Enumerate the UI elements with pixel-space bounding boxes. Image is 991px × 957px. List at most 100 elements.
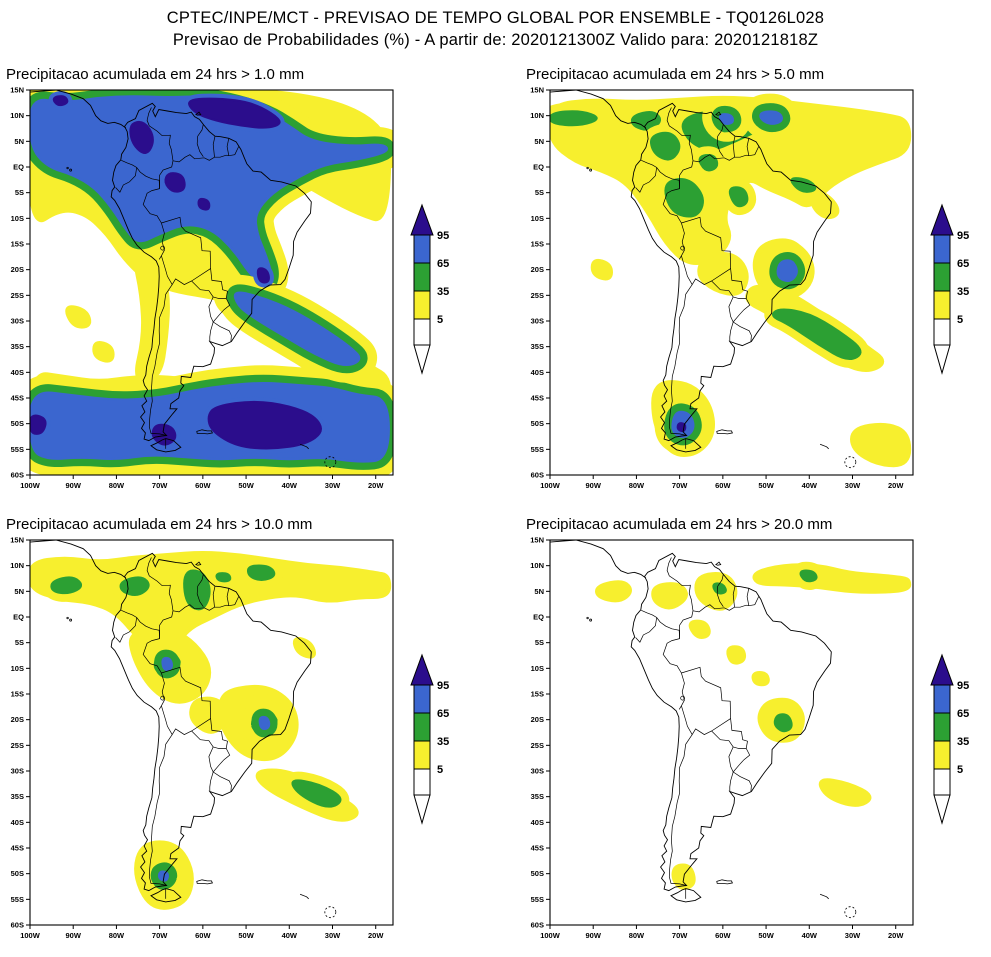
svg-text:15N: 15N — [530, 535, 544, 544]
svg-text:20S: 20S — [531, 715, 544, 724]
svg-text:30W: 30W — [325, 931, 341, 940]
svg-text:25S: 25S — [11, 740, 24, 749]
svg-text:10S: 10S — [11, 213, 24, 222]
svg-text:40S: 40S — [531, 817, 544, 826]
legend-colorbar: 95 65 35 5 — [930, 203, 969, 375]
svg-text:EQ: EQ — [13, 162, 24, 171]
svg-text:60S: 60S — [11, 470, 24, 479]
svg-text:95: 95 — [437, 680, 449, 692]
svg-text:100W: 100W — [540, 481, 561, 490]
probability-regions — [595, 561, 912, 890]
svg-text:25S: 25S — [531, 290, 544, 299]
svg-text:15N: 15N — [530, 85, 544, 94]
colorbar-labels: 95 65 35 5 — [437, 230, 449, 326]
svg-text:10N: 10N — [10, 111, 24, 120]
svg-text:35S: 35S — [11, 342, 24, 351]
panel-grid: Precipitacao acumulada em 24 hrs > 1.0 m… — [0, 66, 991, 944]
panel-title: Precipitacao acumulada em 24 hrs > 1.0 m… — [6, 65, 305, 83]
svg-text:5: 5 — [957, 314, 963, 326]
panel-body: 15N 10N 5N EQ 5S 10S 15S 20S 25S 30S 35S 40S 45S 50S 5… — [3, 85, 468, 494]
legend-colorbar: 95 65 35 5 — [930, 653, 969, 825]
axis-ticks: 15N 10N 5N EQ 5S 10S 15S 20S 25S 30S 35S 40S 45S 50S 5… — [10, 85, 384, 490]
svg-text:60W: 60W — [715, 481, 731, 490]
svg-text:5S: 5S — [15, 188, 24, 197]
svg-text:60S: 60S — [531, 470, 544, 479]
colorbar — [410, 203, 434, 375]
svg-text:20W: 20W — [888, 931, 904, 940]
svg-text:80W: 80W — [629, 481, 645, 490]
svg-text:55S: 55S — [11, 444, 24, 453]
svg-text:95: 95 — [957, 680, 969, 692]
svg-text:15N: 15N — [10, 85, 24, 94]
svg-text:35: 35 — [437, 286, 449, 298]
svg-text:50W: 50W — [238, 931, 254, 940]
panel-gt-5mm: Precipitacao acumulada em 24 hrs > 5.0 m… — [523, 66, 988, 494]
svg-text:80W: 80W — [109, 931, 125, 940]
svg-text:45S: 45S — [531, 843, 544, 852]
svg-text:50W: 50W — [238, 481, 254, 490]
svg-text:EQ: EQ — [533, 162, 544, 171]
svg-text:30S: 30S — [531, 316, 544, 325]
panel-body: 15N 10N 5N EQ 5S 10S 15S 20S 25S 30S 35S 40S 45S 50S 5… — [3, 535, 468, 944]
panel-title: Precipitacao acumulada em 24 hrs > 20.0 … — [526, 515, 833, 533]
svg-text:65: 65 — [957, 708, 969, 720]
map-lines — [30, 89, 337, 468]
panel-title: Precipitacao acumulada em 24 hrs > 5.0 m… — [526, 65, 825, 83]
colorbar — [930, 203, 954, 375]
svg-text:30W: 30W — [325, 481, 341, 490]
svg-text:40S: 40S — [11, 817, 24, 826]
svg-text:60S: 60S — [531, 920, 544, 929]
svg-text:50W: 50W — [758, 481, 774, 490]
svg-text:50W: 50W — [758, 931, 774, 940]
panel-gt-1mm: Precipitacao acumulada em 24 hrs > 1.0 m… — [3, 66, 468, 494]
axis-ticks: 15N 10N 5N EQ 5S 10S 15S 20S 25S 30S 35S 40S 45S 50S 5… — [530, 85, 904, 490]
svg-text:70W: 70W — [152, 931, 168, 940]
svg-text:65: 65 — [437, 258, 449, 270]
svg-text:80W: 80W — [109, 481, 125, 490]
colorbar-labels: 95 65 35 5 — [437, 680, 449, 776]
svg-text:10N: 10N — [10, 561, 24, 570]
svg-text:10N: 10N — [530, 111, 544, 120]
svg-text:70W: 70W — [152, 481, 168, 490]
svg-text:35S: 35S — [11, 792, 24, 801]
svg-text:35: 35 — [957, 736, 969, 748]
svg-text:40S: 40S — [11, 367, 24, 376]
svg-text:50S: 50S — [11, 419, 24, 428]
svg-text:EQ: EQ — [533, 612, 544, 621]
svg-text:15N: 15N — [10, 535, 24, 544]
svg-text:10S: 10S — [531, 663, 544, 672]
axis-ticks: 15N 10N 5N EQ 5S 10S 15S 20S 25S 30S 35S 40S 45S 50S 5… — [530, 535, 904, 940]
svg-text:5N: 5N — [14, 136, 24, 145]
header-title-line1: CPTEC/INPE/MCT - PREVISAO DE TEMPO GLOBA… — [166, 9, 825, 27]
svg-text:55S: 55S — [11, 894, 24, 903]
svg-text:25S: 25S — [11, 290, 24, 299]
svg-text:90W: 90W — [586, 481, 602, 490]
svg-text:45S: 45S — [11, 393, 24, 402]
axis-ticks: 15N 10N 5N EQ 5S 10S 15S 20S 25S 30S 35S 40S 45S 50S 5… — [10, 535, 384, 940]
svg-text:70W: 70W — [672, 481, 688, 490]
colorbar — [410, 653, 434, 825]
colorbar — [930, 653, 954, 825]
svg-text:30S: 30S — [11, 316, 24, 325]
panel-gt-20mm: Precipitacao acumulada em 24 hrs > 20.0 … — [523, 516, 988, 944]
svg-text:95: 95 — [437, 230, 449, 242]
svg-text:20S: 20S — [11, 265, 24, 274]
svg-text:55S: 55S — [531, 444, 544, 453]
svg-text:15S: 15S — [11, 689, 24, 698]
svg-text:60W: 60W — [715, 931, 731, 940]
svg-text:50S: 50S — [11, 869, 24, 878]
map-lines — [550, 539, 857, 918]
svg-text:40W: 40W — [802, 931, 818, 940]
svg-text:5N: 5N — [534, 586, 544, 595]
svg-text:45S: 45S — [531, 393, 544, 402]
svg-text:5S: 5S — [15, 638, 24, 647]
svg-text:5N: 5N — [14, 586, 24, 595]
svg-text:20S: 20S — [531, 265, 544, 274]
map-lines — [550, 89, 857, 468]
svg-text:40S: 40S — [531, 367, 544, 376]
svg-text:50S: 50S — [531, 869, 544, 878]
svg-text:40W: 40W — [282, 481, 298, 490]
colorbar-labels: 95 65 35 5 — [957, 230, 969, 326]
svg-text:60W: 60W — [195, 931, 211, 940]
probability-regions — [30, 550, 392, 910]
